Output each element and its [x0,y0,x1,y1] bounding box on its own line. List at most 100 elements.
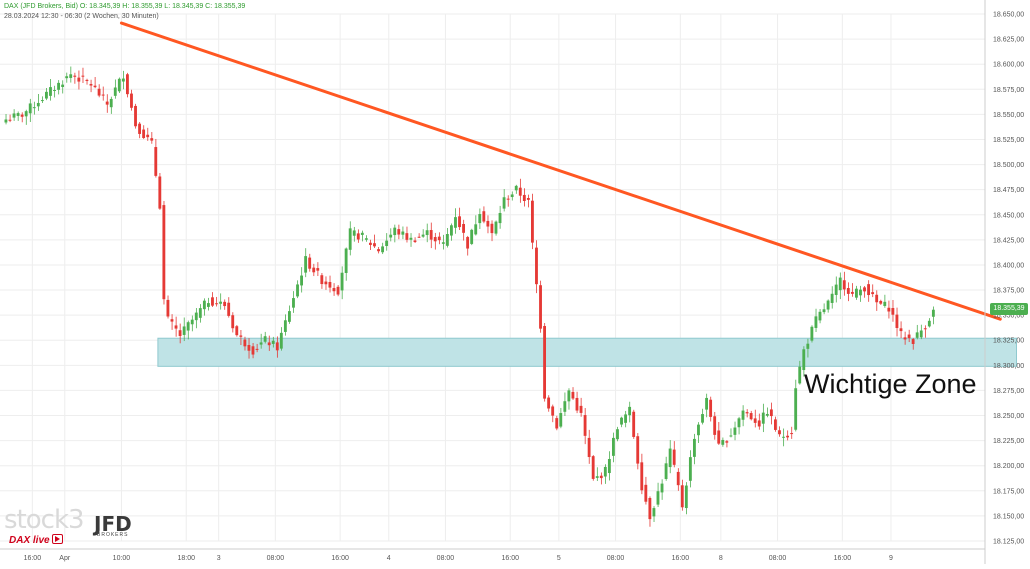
trendline-line [119,21,1002,321]
candle-body [109,98,113,108]
candle-body [510,194,514,198]
candle-body [247,344,251,351]
candle-body [259,342,263,345]
candle-body [575,397,579,411]
candle-body [786,435,789,438]
candle-body [117,78,121,92]
candle-body [567,390,571,402]
candle-body [413,240,417,243]
candle-body [401,231,405,235]
candle-body [705,397,708,410]
y-tick-label: 18.425,00 [993,237,1024,244]
candle-body [73,75,77,77]
candle-body [907,334,911,339]
candle-body [838,277,842,291]
candle-body [53,89,56,91]
candle-body [12,113,16,118]
candle-body [911,339,915,344]
candle-body [336,286,340,295]
candle-body [891,308,895,315]
candle-body [502,197,506,209]
x-axis: 16:00 Apr 10:00 18:00 3 08:00 16:00 4 08:00 16:00… [0,548,985,562]
candle-body [373,243,376,247]
y-tick-label: 18.250,00 [993,413,1024,420]
x-tick-label: 8 [719,555,723,562]
candle-body [863,287,866,292]
candle-body [810,326,814,341]
y-tick-label: 18.450,00 [993,212,1024,219]
candle-body [231,315,235,329]
dax-live-logo: DAX live [9,534,63,546]
x-tick-label: 08:00 [267,555,285,562]
x-tick-label: 18:00 [177,555,195,562]
candle-body [879,300,883,304]
candle-body [684,485,688,509]
y-tick-label: 18.400,00 [993,262,1024,269]
candle-body [895,314,899,329]
candle-body [227,302,231,316]
candle-body [356,233,360,240]
candle-body [616,429,619,440]
y-tick-label: 18.125,00 [993,539,1024,546]
candle-body [595,476,599,478]
candle-body [389,234,393,238]
candle-body [235,326,239,336]
candle-body [875,294,879,303]
candle-body [150,138,154,141]
candle-body [121,78,125,82]
last-price-tag: 18.355,39 [990,303,1028,315]
candle-body [709,399,713,417]
candle-body [850,291,854,294]
candle-body [672,449,676,465]
candle-body [660,483,664,493]
candle-body [498,212,502,224]
y-tick-label: 18.200,00 [993,463,1024,470]
candle-body [923,328,927,330]
candle-body [612,437,615,456]
candle-body [454,217,457,228]
candle-body [721,439,725,445]
candle-body [190,319,194,325]
candle-body [539,285,542,329]
candle-body [757,420,761,427]
time-range-info: 28.03.2024 12:30 - 06:30 (2 Wochen, 30 M… [4,13,159,20]
zone-annotation: Wichtige Zone [804,369,977,399]
y-tick-label: 18.150,00 [993,513,1024,520]
candle-body [166,299,170,317]
candle-body [846,288,850,294]
candle-body [32,107,36,109]
candle-body [97,88,101,96]
candle-body [417,236,421,238]
candle-body [522,194,526,201]
y-tick-label: 18.625,00 [993,37,1024,44]
candle-body [45,91,48,99]
candle-body [478,214,482,224]
candle-body [915,332,919,338]
candle-body [377,249,380,252]
candle-body [664,463,668,479]
candle-body [409,237,413,240]
important-zone [157,337,1017,367]
candle-body [563,401,567,412]
candle-body [814,316,818,328]
candle-body [170,319,174,322]
candle-body [620,417,623,425]
candle-body [134,105,137,127]
candle-body [450,225,453,236]
candle-body [279,332,283,349]
y-tick-label: 18.550,00 [993,112,1024,119]
candle-body [130,93,133,108]
x-tick-label: 08:00 [437,555,455,562]
candle-body [494,221,498,234]
candle-body [547,397,551,409]
dax-live-label: DAX live [9,535,50,546]
candle-body [348,228,352,250]
candle-body [822,309,826,313]
x-tick-label: 16:00 [672,555,690,562]
x-tick-label: Apr [59,555,71,562]
candle-body [774,419,777,430]
candle-body [818,311,822,321]
candle-body [855,288,858,298]
